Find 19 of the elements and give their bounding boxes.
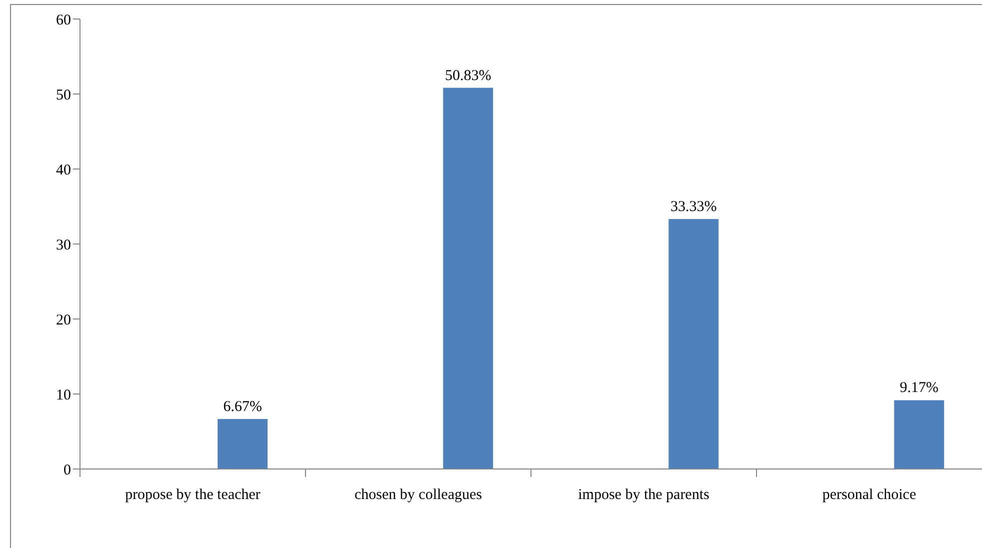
x-tick-label: personal choice (822, 487, 916, 503)
y-tick-label: 30 (56, 237, 71, 254)
x-tick-label: impose by the parents (578, 487, 710, 503)
y-tick-label: 60 (56, 12, 71, 28)
y-tick-label: 50 (56, 87, 71, 104)
bar (894, 400, 944, 469)
y-tick-label: 10 (56, 387, 71, 404)
bar (218, 418, 268, 469)
data-label: 50.83% (444, 68, 492, 84)
x-tick-label: propose by the teacher (125, 487, 260, 503)
y-tick-label: 20 (56, 312, 71, 328)
x-tick-label: chosen by colleagues (354, 487, 482, 503)
bar (668, 219, 719, 469)
data-label: 9.17% (900, 380, 938, 396)
bar (443, 88, 494, 469)
data-label: 6.67% (223, 398, 262, 415)
y-tick-label: 0 (64, 462, 71, 478)
data-label: 33.33% (670, 199, 717, 216)
y-tick-label: 40 (56, 162, 71, 178)
